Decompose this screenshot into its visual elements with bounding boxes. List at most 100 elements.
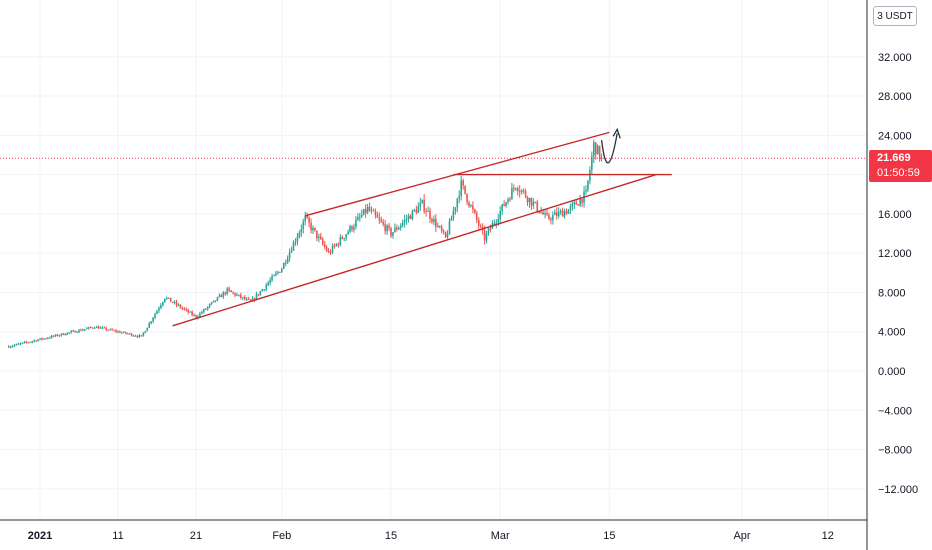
candle-body — [115, 330, 117, 332]
candle-body — [222, 292, 225, 298]
candle-body — [101, 327, 104, 329]
candle-body — [284, 262, 287, 264]
candle-body — [21, 342, 24, 344]
candle-body — [513, 188, 515, 190]
candle-body — [240, 294, 242, 298]
candle-body — [321, 239, 324, 245]
candle-body — [327, 251, 330, 253]
candle-body — [362, 209, 365, 215]
candle-body — [470, 205, 472, 207]
candle-body — [454, 207, 457, 212]
x-tick-label: 15 — [603, 530, 615, 542]
candle-body — [487, 228, 490, 234]
candle-body — [87, 327, 90, 329]
candle-body — [323, 244, 326, 248]
candle-body — [105, 327, 108, 330]
y-tick-label: −4.000 — [878, 405, 912, 417]
candle-body — [528, 197, 531, 203]
drawings — [0, 127, 867, 327]
candle-body — [181, 307, 184, 309]
candle-body — [376, 215, 379, 218]
candle-body — [382, 221, 384, 225]
candle-body — [357, 216, 359, 221]
candle-body — [121, 332, 123, 334]
candle-body — [27, 342, 30, 344]
candle-body — [594, 142, 597, 155]
candle-body — [298, 232, 301, 238]
candle-body — [312, 227, 314, 231]
candle-body — [534, 201, 537, 203]
candle-body — [368, 206, 371, 211]
candle-body — [125, 331, 127, 334]
candle-body — [39, 338, 41, 340]
candle-body — [80, 329, 82, 331]
candle-body — [370, 210, 373, 212]
candle-body — [341, 237, 344, 239]
candle-body — [62, 333, 65, 335]
candle-body — [548, 215, 550, 219]
candle-body — [52, 335, 55, 337]
candle-body — [374, 211, 377, 216]
candle-body — [220, 295, 223, 298]
candle-body — [76, 332, 78, 334]
x-tick-label: 11 — [112, 530, 123, 542]
candle-body — [552, 215, 554, 221]
candle-body — [575, 202, 578, 205]
candle-body — [581, 199, 583, 203]
candle-body — [351, 226, 353, 230]
candle-body — [175, 301, 178, 305]
candle-body — [440, 226, 443, 232]
currency-code: USDT — [885, 11, 913, 22]
candle-body — [468, 201, 470, 207]
candle-body — [515, 188, 517, 190]
candle-body — [407, 215, 410, 220]
candle-body — [314, 227, 316, 231]
candle-body — [520, 190, 523, 192]
x-tick-label: Feb — [272, 530, 291, 542]
candle-body — [477, 220, 480, 226]
candle-body — [587, 180, 589, 190]
candle-body — [126, 333, 129, 335]
candle-body — [474, 209, 476, 213]
candle-body — [177, 304, 180, 306]
candle-body — [518, 191, 521, 193]
candle-body — [138, 335, 141, 337]
candle-body — [109, 329, 111, 331]
candle-body — [325, 247, 328, 252]
candle-body — [429, 210, 431, 219]
candle-body — [600, 158, 603, 160]
candle-body — [589, 169, 591, 181]
candle-body — [390, 228, 392, 236]
candle-body — [310, 222, 312, 231]
candle-body — [462, 180, 464, 186]
candle-body — [292, 242, 295, 251]
candle-body — [191, 311, 193, 316]
candle-body — [335, 243, 338, 246]
candle-body — [516, 188, 519, 192]
candle-body — [546, 213, 548, 216]
candle-body — [208, 304, 211, 307]
candle-body — [485, 233, 488, 241]
candle-body — [438, 226, 441, 228]
candle-body — [555, 212, 558, 217]
currency-label[interactable]: 3 USDT — [873, 6, 917, 26]
x-tick-label: 15 — [385, 530, 397, 542]
candle-body — [269, 280, 271, 283]
candle-body — [456, 198, 459, 208]
candle-body — [214, 300, 217, 302]
candle-body — [563, 211, 566, 217]
candle-body — [577, 204, 579, 206]
candle-body — [427, 210, 429, 212]
candle-body — [511, 188, 513, 200]
candle-body — [329, 251, 332, 253]
candle-body — [343, 238, 345, 240]
x-tick-label: Apr — [733, 530, 750, 542]
candle-body — [403, 219, 406, 223]
candle-body — [255, 294, 258, 300]
candle-body — [483, 230, 486, 241]
candle-body — [472, 205, 474, 210]
candle-body — [201, 312, 203, 314]
candle-body — [532, 202, 535, 206]
candle-body — [526, 197, 529, 203]
